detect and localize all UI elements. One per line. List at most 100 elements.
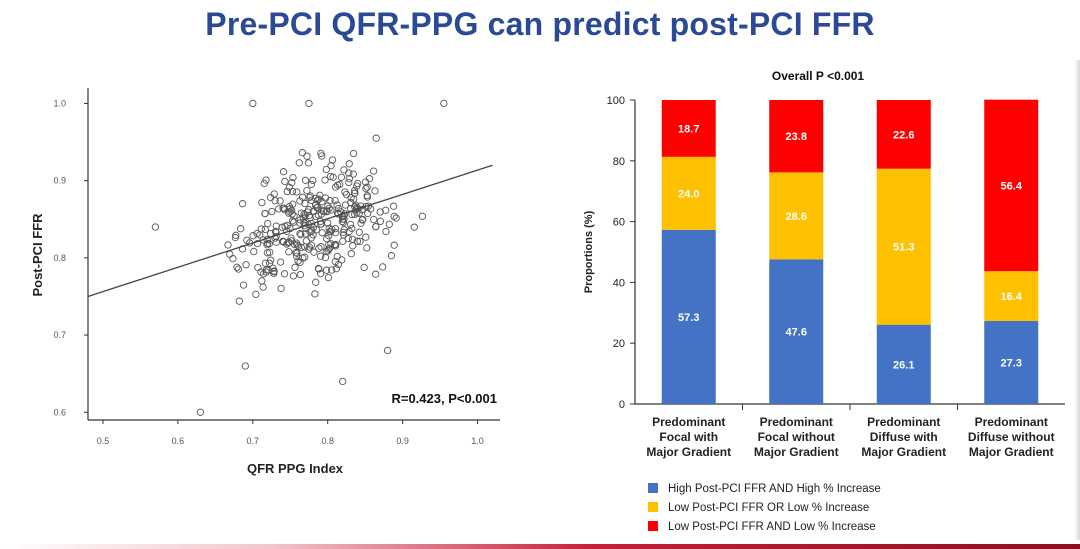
scatter-point xyxy=(264,219,272,228)
scatter-point xyxy=(265,240,273,248)
bar-category-label: Predominant xyxy=(867,415,940,429)
scatter-point xyxy=(331,241,339,249)
scatter-point xyxy=(239,281,248,289)
scatter-point xyxy=(296,219,304,227)
bar-segment xyxy=(876,168,931,325)
scatter-point xyxy=(327,240,335,248)
slide-title: Pre-PCI QFR-PPG can predict post-PCI FFR xyxy=(205,6,875,42)
bar-segment xyxy=(661,156,716,230)
scatter-point xyxy=(340,231,348,239)
slide-edge-shadow xyxy=(1074,60,1080,540)
scatter-point xyxy=(351,210,359,219)
scatter-points xyxy=(151,99,448,416)
scatter-point xyxy=(362,202,370,211)
scatter-point xyxy=(249,99,257,108)
scatter-point xyxy=(234,265,243,273)
scatter-point xyxy=(307,241,316,249)
scatter-point xyxy=(292,239,301,247)
scatter-point xyxy=(387,252,396,260)
scatter-point xyxy=(385,220,393,228)
scatter-point xyxy=(305,99,313,108)
scatter-point xyxy=(296,197,304,205)
scatter-point xyxy=(243,236,251,244)
scatter-point xyxy=(276,258,285,266)
legend-swatch xyxy=(648,521,658,531)
scatter-point xyxy=(260,179,268,188)
scatter-point xyxy=(291,263,299,272)
scatter-point xyxy=(331,257,339,266)
scatter-point xyxy=(309,207,317,216)
scatter-point xyxy=(298,149,307,157)
scatter-point xyxy=(279,238,288,246)
scatter-point xyxy=(340,166,348,174)
scatter-point xyxy=(340,211,348,220)
scatter-point xyxy=(299,214,307,222)
scatter-point xyxy=(224,241,232,249)
scatter-point xyxy=(390,241,398,249)
scatter-point xyxy=(322,266,331,274)
scatter-point xyxy=(288,210,296,218)
scatter-point xyxy=(337,173,346,181)
scatter-point xyxy=(259,283,267,291)
bar-y-tick-label: 100 xyxy=(607,95,625,107)
scatter-point xyxy=(279,204,287,212)
scatter-point xyxy=(383,346,392,355)
scatter-point xyxy=(318,229,326,237)
scatter-point xyxy=(327,228,335,236)
scatter-point xyxy=(345,169,353,177)
scatter-point xyxy=(196,408,205,416)
scatter-point xyxy=(333,181,342,189)
scatter-point xyxy=(298,193,307,201)
scatter-point xyxy=(276,197,284,205)
scatter-point xyxy=(346,220,355,229)
scatter-y-axis-label: Post-PCI FFR xyxy=(30,213,45,297)
scatter-point xyxy=(253,239,262,248)
scatter-point xyxy=(372,270,380,278)
bar-data-label: 18.7 xyxy=(678,123,699,135)
scatter-point xyxy=(307,196,316,205)
scatter-point xyxy=(332,183,340,191)
scatter-point xyxy=(360,263,368,272)
scatter-point xyxy=(355,228,363,236)
scatter-point xyxy=(235,297,243,305)
scatter-point xyxy=(364,209,372,218)
scatter-point xyxy=(354,179,362,188)
scatter-point xyxy=(261,209,269,218)
scatter-point xyxy=(293,249,301,257)
scatter-point xyxy=(321,194,330,202)
scatter-point xyxy=(301,253,309,261)
scatter-point xyxy=(339,377,347,386)
scatter-point xyxy=(238,200,247,208)
bar-segment xyxy=(661,100,716,157)
bar-category-label: Diffuse without xyxy=(968,430,1055,444)
scatter-point xyxy=(296,270,305,279)
scatter-point xyxy=(301,176,310,184)
scatter-point xyxy=(315,244,323,252)
scatter-point xyxy=(315,265,323,273)
scatter-point xyxy=(327,162,335,170)
scatter-point xyxy=(345,160,353,168)
scatter-point xyxy=(263,249,272,257)
bar-data-label: 27.3 xyxy=(1001,358,1022,370)
scatter-point xyxy=(418,212,427,220)
scatter-point xyxy=(353,237,362,245)
scatter-x-tick-label: 0.7 xyxy=(247,436,260,446)
scatter-point xyxy=(379,263,387,271)
scatter-point xyxy=(288,178,296,187)
scatter-point xyxy=(347,194,355,202)
scatter-point xyxy=(331,242,340,250)
scatter-point xyxy=(382,227,390,236)
scatter-point xyxy=(303,186,311,195)
bar-data-label: 57.3 xyxy=(678,312,699,324)
scatter-point xyxy=(359,215,367,224)
scatter-x-tick-label: 0.6 xyxy=(172,436,185,446)
bar-data-label: 51.3 xyxy=(893,242,914,254)
scatter-point xyxy=(318,152,326,160)
scatter-point xyxy=(259,236,267,244)
scatter-point xyxy=(233,263,241,271)
scatter-point xyxy=(289,272,298,280)
scatter-annotation: R=0.423, P<0.001 xyxy=(391,391,497,406)
scatter-point xyxy=(289,200,297,208)
scatter-point xyxy=(312,278,320,286)
scatter-point xyxy=(279,168,288,176)
